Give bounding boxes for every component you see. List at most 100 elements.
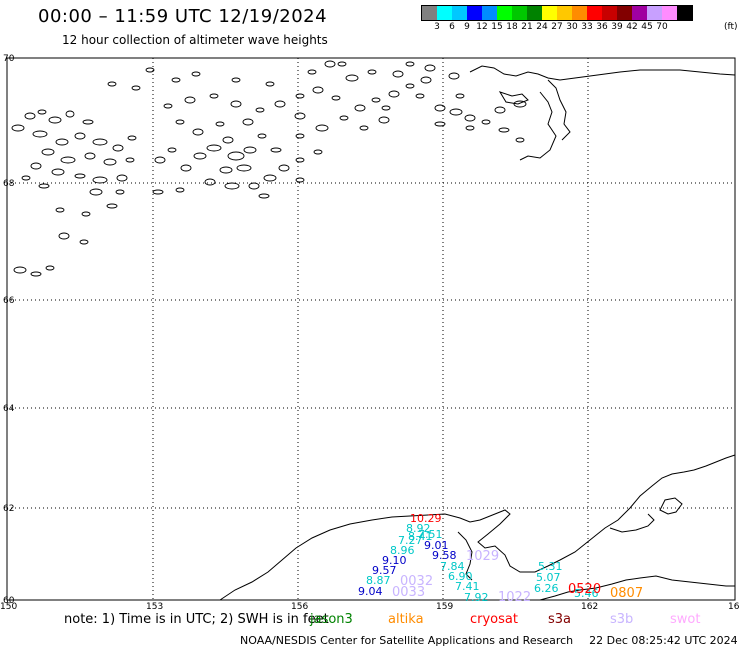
lon-label: 162 <box>581 602 598 612</box>
wave-height-label: 9.04 <box>358 585 383 598</box>
ice-contour <box>30 162 42 170</box>
ice-contour <box>312 86 324 94</box>
coastline-south <box>219 454 736 601</box>
graticule <box>7 58 735 600</box>
ice-contour <box>163 103 173 109</box>
wave-height-label: 10.29 <box>410 512 442 525</box>
pass-time-label: 0033 <box>392 585 425 600</box>
lat-label: 68 <box>3 179 15 189</box>
ice-contour <box>295 157 305 163</box>
footer: NOAA/NESDIS Center for Satellite Applica… <box>240 634 738 647</box>
latitude-labels: 70 68 66 64 62 60 <box>3 54 15 606</box>
legend-swatch <box>527 6 542 20</box>
ice-contour <box>84 152 96 160</box>
ice-contour <box>215 121 225 127</box>
legend-tick-label: 70 <box>656 22 668 32</box>
ice-contour <box>82 119 94 125</box>
legend-tick-label: 33 <box>581 22 593 32</box>
ice-contour <box>79 239 89 245</box>
footer-timestamp: 22 Dec 08:25:42 UTC 2024 <box>589 634 738 647</box>
ice-contour <box>209 93 219 99</box>
ice-contour <box>60 156 76 164</box>
legend-swatch <box>677 6 692 20</box>
ice-contour <box>204 178 216 186</box>
ice-contour <box>92 138 108 146</box>
wave-height-label: 9.10 <box>382 554 407 567</box>
ice-contour <box>315 124 329 132</box>
pass-time-label: 0807 <box>610 586 643 601</box>
legend-swatch <box>467 6 482 20</box>
satellite-label-jason3: jason3 <box>310 612 353 627</box>
ice-contour <box>206 144 222 152</box>
lat-label: 60 <box>3 596 15 606</box>
legend-ticks: 3 6 9 12 15 18 21 24 27 30 33 36 39 42 45 70 <box>421 22 740 34</box>
coastline-north <box>469 65 736 161</box>
ice-contour <box>45 265 55 271</box>
ice-contour <box>58 232 70 240</box>
pass-time-label: 0032 <box>400 574 433 589</box>
pass-time-label: 1022 <box>498 590 531 605</box>
ice-contour <box>192 128 204 136</box>
wave-height-label: 8.92 <box>406 522 431 535</box>
ice-contour <box>145 67 155 73</box>
ice-contour <box>222 136 234 144</box>
legend-tick-label: 27 <box>551 22 563 32</box>
legend-tick-label: 9 <box>464 22 470 32</box>
footer-source: NOAA/NESDIS Center for Satellite Applica… <box>240 634 574 647</box>
ice-contour <box>236 164 252 172</box>
satellite-label-s3b: s3b <box>610 612 634 627</box>
ice-contour <box>227 151 245 161</box>
legend-tick-label: 6 <box>449 22 455 32</box>
map-frame <box>6 57 736 601</box>
lon-label: 156 <box>291 602 308 612</box>
wave-height-label: 7.27 <box>398 534 423 547</box>
ice-contour <box>171 77 181 83</box>
ice-contour <box>337 61 347 67</box>
lat-label: 70 <box>3 54 15 64</box>
ice-contour <box>248 182 260 190</box>
coast-peninsula <box>219 454 736 601</box>
ice-contour <box>278 164 290 172</box>
color-legend: 3 6 9 12 15 18 21 24 27 30 33 36 39 42 45 70 (ft) <box>421 5 738 32</box>
legend-swatch <box>422 6 437 20</box>
legend-tick-label: 36 <box>596 22 608 32</box>
wave-height-label: 9.58 <box>432 549 457 562</box>
lat-label: 64 <box>3 404 15 414</box>
ice-contour <box>112 144 124 152</box>
ice-contour <box>106 203 118 209</box>
ice-contour <box>21 175 31 181</box>
ice-contour <box>38 183 50 189</box>
legend-swatch <box>497 6 512 20</box>
legend-tick-label: 15 <box>491 22 503 32</box>
ice-contour <box>175 187 185 193</box>
ice-contour <box>152 189 164 195</box>
lon-label: 153 <box>146 602 163 612</box>
legend-tick-label: 39 <box>611 22 623 32</box>
ice-contour <box>41 148 55 156</box>
ice-contour <box>231 77 241 83</box>
ice-contour <box>175 119 185 125</box>
ice-contour <box>55 138 69 146</box>
ice-contour <box>295 177 305 183</box>
ice-contour <box>274 100 286 108</box>
ice-contour <box>92 176 108 184</box>
ice-contour <box>107 81 117 87</box>
ice-contour <box>378 116 390 124</box>
ice-contour <box>127 135 137 141</box>
sea-ice-contours <box>11 60 527 277</box>
wave-height-labels: 10.298.928.417.517.27 9.01 8.96 9.58 9.10 7.8… <box>358 512 599 604</box>
ice-contour <box>270 147 282 153</box>
ice-contour <box>51 168 65 176</box>
ice-contour <box>65 110 75 118</box>
satellite-label-altika: altika <box>388 612 424 627</box>
ice-contour <box>434 121 446 127</box>
ice-contour <box>388 90 400 98</box>
ice-contour <box>515 137 525 143</box>
legend-swatch <box>617 6 632 20</box>
legend-tick-label: 12 <box>476 22 488 32</box>
ice-contour <box>167 147 177 153</box>
coast-island <box>659 497 683 515</box>
legend-swatch <box>452 6 467 20</box>
